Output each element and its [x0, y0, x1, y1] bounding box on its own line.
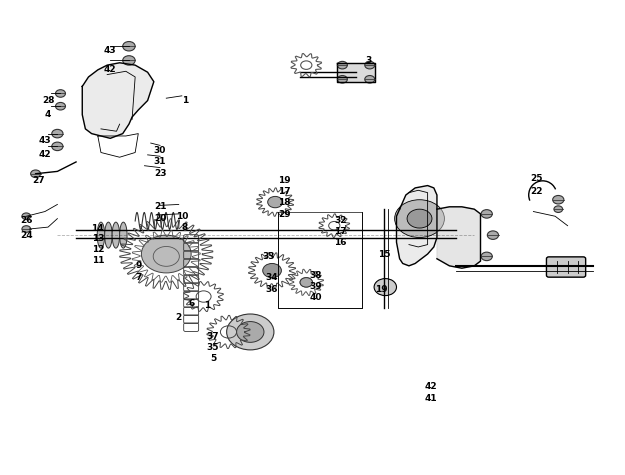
Text: 17: 17 [334, 228, 347, 237]
Text: 22: 22 [530, 187, 542, 196]
Circle shape [365, 76, 375, 83]
Circle shape [374, 278, 396, 295]
FancyBboxPatch shape [546, 257, 586, 277]
Text: 30: 30 [154, 146, 166, 155]
Text: 9: 9 [135, 261, 141, 270]
Circle shape [268, 197, 282, 208]
Circle shape [554, 206, 562, 212]
Ellipse shape [104, 222, 112, 248]
Text: 42: 42 [104, 66, 117, 75]
Polygon shape [396, 186, 437, 266]
Circle shape [237, 322, 264, 342]
Circle shape [141, 235, 191, 273]
Bar [278, 211, 362, 308]
Text: 12: 12 [92, 245, 104, 254]
Text: 32: 32 [334, 217, 347, 226]
Circle shape [407, 209, 432, 228]
Circle shape [227, 314, 274, 350]
Text: 40: 40 [309, 293, 322, 302]
Text: 37: 37 [207, 332, 219, 341]
Circle shape [56, 103, 66, 110]
Text: 16: 16 [334, 238, 347, 247]
Text: 5: 5 [210, 354, 216, 363]
Circle shape [52, 129, 63, 138]
Text: 29: 29 [278, 210, 291, 219]
Text: 10: 10 [176, 212, 188, 221]
Text: 15: 15 [378, 249, 390, 258]
Polygon shape [338, 63, 375, 82]
Text: 8: 8 [182, 223, 188, 232]
Ellipse shape [112, 222, 119, 248]
Ellipse shape [98, 222, 104, 248]
Text: 23: 23 [154, 169, 166, 178]
Text: 1: 1 [182, 96, 188, 105]
Text: 42: 42 [39, 151, 51, 159]
Text: 42: 42 [424, 382, 437, 391]
Text: 28: 28 [42, 96, 54, 105]
Text: 34: 34 [266, 273, 278, 282]
Text: 43: 43 [104, 47, 117, 56]
Text: 2: 2 [176, 314, 182, 322]
Text: 43: 43 [39, 136, 51, 145]
Circle shape [122, 56, 135, 65]
Text: 18: 18 [278, 198, 291, 207]
Text: 39: 39 [309, 282, 322, 291]
Text: 20: 20 [154, 214, 166, 223]
Text: 26: 26 [20, 217, 32, 226]
Ellipse shape [119, 222, 127, 248]
Circle shape [552, 196, 564, 204]
Text: 25: 25 [530, 174, 542, 183]
Polygon shape [437, 207, 481, 268]
Circle shape [22, 226, 31, 232]
Circle shape [56, 90, 66, 97]
Text: 19: 19 [374, 285, 388, 294]
Circle shape [338, 76, 348, 83]
Text: 1: 1 [204, 302, 210, 311]
Text: 4: 4 [45, 110, 51, 119]
Circle shape [338, 61, 348, 69]
Text: 41: 41 [424, 394, 437, 402]
Text: 17: 17 [278, 187, 291, 196]
Text: 31: 31 [154, 157, 166, 166]
Circle shape [22, 213, 31, 219]
Circle shape [481, 252, 492, 261]
Text: 6: 6 [188, 299, 194, 308]
Text: 3: 3 [366, 56, 372, 65]
Text: 11: 11 [92, 256, 104, 265]
Text: 14: 14 [91, 224, 104, 233]
Text: 19: 19 [278, 176, 291, 185]
Circle shape [52, 142, 63, 151]
Circle shape [300, 278, 312, 287]
Circle shape [262, 264, 281, 278]
Text: 13: 13 [92, 235, 104, 243]
Text: 7: 7 [135, 273, 141, 282]
Polygon shape [82, 63, 154, 138]
Text: 38: 38 [309, 271, 322, 280]
Circle shape [481, 209, 492, 218]
Circle shape [31, 170, 41, 178]
Circle shape [488, 231, 499, 239]
Text: 35: 35 [207, 343, 219, 352]
Circle shape [122, 41, 135, 51]
Text: 33: 33 [262, 252, 275, 261]
Circle shape [365, 61, 375, 69]
Text: 36: 36 [266, 285, 278, 294]
Text: 21: 21 [154, 202, 166, 211]
Text: 24: 24 [20, 231, 32, 240]
Text: 27: 27 [32, 176, 45, 185]
Circle shape [394, 200, 444, 238]
